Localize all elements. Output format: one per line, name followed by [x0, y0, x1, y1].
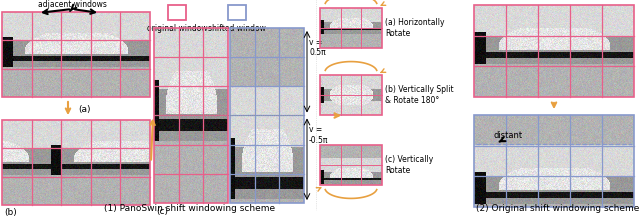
Text: original window: original window: [147, 24, 207, 33]
Text: v =
0.5π: v = 0.5π: [309, 38, 326, 57]
Bar: [2, 120, 150, 205]
Bar: [230, 28, 304, 203]
Bar: [168, 5, 186, 20]
Text: shifted window: shifted window: [208, 24, 266, 33]
Text: distant: distant: [494, 131, 523, 140]
Text: (b) Vertically Split
& Rotate 180°: (b) Vertically Split & Rotate 180°: [385, 85, 454, 105]
Bar: [320, 8, 382, 48]
Bar: [320, 75, 382, 115]
Bar: [474, 5, 634, 97]
Text: (c) Vertically
Rotate: (c) Vertically Rotate: [385, 155, 433, 175]
Text: (2) Original shift windowing scheme: (2) Original shift windowing scheme: [476, 204, 640, 213]
Bar: [474, 115, 634, 207]
Bar: [154, 28, 228, 203]
Text: (a) Horizontally
Rotate: (a) Horizontally Rotate: [385, 18, 445, 38]
Bar: [320, 145, 382, 185]
Text: (b): (b): [4, 208, 17, 217]
Text: adjacent windows: adjacent windows: [38, 0, 106, 9]
Text: v =
-0.5π: v = -0.5π: [309, 125, 328, 145]
Bar: [228, 5, 246, 20]
Text: (1) PanoSwin shift windowing scheme: (1) PanoSwin shift windowing scheme: [104, 204, 276, 213]
Text: (a): (a): [78, 105, 90, 114]
Text: (c): (c): [156, 207, 168, 216]
Bar: [2, 12, 150, 97]
